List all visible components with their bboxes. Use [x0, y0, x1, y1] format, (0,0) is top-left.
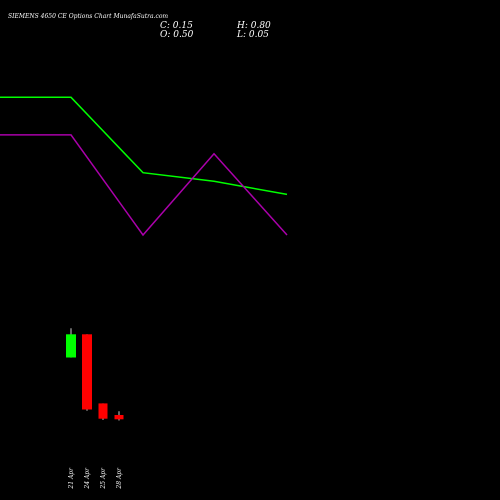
candle-body	[114, 415, 124, 420]
indicator-line-1	[0, 96, 288, 196]
candle-body	[66, 334, 76, 358]
candlesticks	[66, 328, 124, 421]
x-tick-label: 25 Apr	[100, 467, 107, 490]
indicator-lines	[0, 96, 288, 237]
candle-body	[82, 334, 92, 410]
indicator-line-2	[0, 134, 288, 237]
x-tick-labels: 21 Apr 24 Apr 25 Apr 28 Apr	[68, 467, 123, 490]
low-readout: L: 0.05	[237, 30, 269, 40]
x-tick-label: 24 Apr	[84, 467, 91, 490]
open-readout: O: 0.50	[160, 30, 194, 40]
chart-title: SIEMENS 4650 CE Options Chart MunafaSutr…	[8, 13, 169, 20]
x-tick-label: 21 Apr	[68, 467, 75, 490]
x-tick-label: 28 Apr	[116, 467, 123, 490]
candle-body	[98, 403, 108, 419]
close-readout: C: 0.15	[160, 21, 193, 31]
high-readout: H: 0.80	[237, 21, 271, 31]
